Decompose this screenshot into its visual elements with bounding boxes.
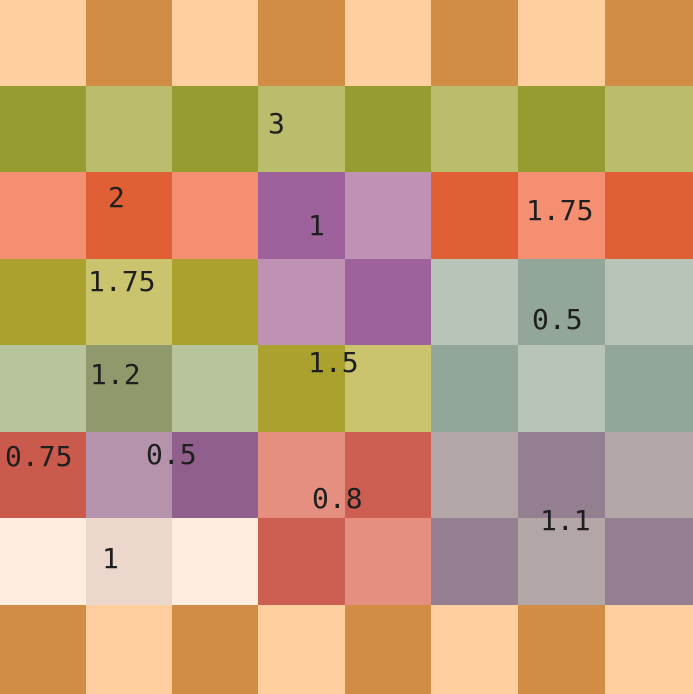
cell-value-label: 0.5 bbox=[532, 303, 583, 336]
board-cell-r2-c0[interactable] bbox=[0, 172, 86, 259]
board-cell-r0-c2[interactable] bbox=[172, 0, 258, 86]
board-cell-r3-c6[interactable] bbox=[518, 259, 605, 345]
board-cell-r1-c5[interactable] bbox=[431, 86, 518, 172]
board-cell-r3-c4[interactable] bbox=[345, 259, 431, 345]
board-cell-r6-c6[interactable] bbox=[518, 518, 605, 605]
cell-value-label: 1.2 bbox=[90, 358, 141, 391]
board-cell-r5-c4[interactable] bbox=[345, 432, 431, 518]
board-cell-r2-c7[interactable] bbox=[605, 172, 693, 259]
board-cell-r0-c5[interactable] bbox=[431, 0, 518, 86]
board-cell-r5-c3[interactable] bbox=[258, 432, 345, 518]
board-cell-r4-c0[interactable] bbox=[0, 345, 86, 432]
board-cell-r2-c6[interactable] bbox=[518, 172, 605, 259]
board-cell-r7-c6[interactable] bbox=[518, 605, 605, 694]
board-cell-r0-c4[interactable] bbox=[345, 0, 431, 86]
board-cell-r4-c4[interactable] bbox=[345, 345, 431, 432]
cell-value-label: 0.5 bbox=[146, 438, 197, 471]
board-cell-r3-c1[interactable] bbox=[86, 259, 172, 345]
board-cell-r5-c6[interactable] bbox=[518, 432, 605, 518]
board-cell-r0-c6[interactable] bbox=[518, 0, 605, 86]
cell-value-label: 1.5 bbox=[308, 346, 359, 379]
board-cell-r0-c1[interactable] bbox=[86, 0, 172, 86]
board-cell-r4-c5[interactable] bbox=[431, 345, 518, 432]
board-cell-r1-c1[interactable] bbox=[86, 86, 172, 172]
board-cell-r5-c0[interactable] bbox=[0, 432, 86, 518]
board-cell-r6-c2[interactable] bbox=[172, 518, 258, 605]
board-cell-r3-c3[interactable] bbox=[258, 259, 345, 345]
board-cell-r3-c7[interactable] bbox=[605, 259, 693, 345]
board-cell-r4-c7[interactable] bbox=[605, 345, 693, 432]
board-cell-r3-c0[interactable] bbox=[0, 259, 86, 345]
board-cell-r1-c0[interactable] bbox=[0, 86, 86, 172]
board-cell-r7-c3[interactable] bbox=[258, 605, 345, 694]
board-cell-r2-c3[interactable] bbox=[258, 172, 345, 259]
cell-value-label: 1.1 bbox=[540, 504, 591, 537]
board-cell-r7-c1[interactable] bbox=[86, 605, 172, 694]
board-cell-r7-c2[interactable] bbox=[172, 605, 258, 694]
cell-value-label: 3 bbox=[268, 107, 285, 140]
board-cell-r1-c6[interactable] bbox=[518, 86, 605, 172]
board-cell-r5-c1[interactable] bbox=[86, 432, 172, 518]
cell-value-label: 1.75 bbox=[526, 194, 594, 227]
board-cell-r2-c4[interactable] bbox=[345, 172, 431, 259]
board-cell-r5-c5[interactable] bbox=[431, 432, 518, 518]
board-cell-r6-c5[interactable] bbox=[431, 518, 518, 605]
board-cell-r6-c4[interactable] bbox=[345, 518, 431, 605]
cell-value-label: 0.8 bbox=[312, 482, 363, 515]
board-cell-r6-c3[interactable] bbox=[258, 518, 345, 605]
board-cell-r0-c3[interactable] bbox=[258, 0, 345, 86]
board-cell-r6-c0[interactable] bbox=[0, 518, 86, 605]
board-cell-r3-c5[interactable] bbox=[431, 259, 518, 345]
board-cell-r6-c1[interactable] bbox=[86, 518, 172, 605]
board-cell-r3-c2[interactable] bbox=[172, 259, 258, 345]
board-cell-r2-c1[interactable] bbox=[86, 172, 172, 259]
cell-value-label: 0.75 bbox=[5, 440, 73, 473]
board-cell-r5-c7[interactable] bbox=[605, 432, 693, 518]
board-cell-r7-c5[interactable] bbox=[431, 605, 518, 694]
board-cell-r4-c2[interactable] bbox=[172, 345, 258, 432]
board-cell-r1-c2[interactable] bbox=[172, 86, 258, 172]
board-cell-r1-c7[interactable] bbox=[605, 86, 693, 172]
board-cell-r6-c7[interactable] bbox=[605, 518, 693, 605]
board-cell-r2-c2[interactable] bbox=[172, 172, 258, 259]
board-cell-r4-c6[interactable] bbox=[518, 345, 605, 432]
board-cell-r4-c1[interactable] bbox=[86, 345, 172, 432]
cell-value-label: 1 bbox=[102, 542, 119, 575]
cell-value-label: 1 bbox=[308, 209, 325, 242]
board-cell-r1-c3[interactable] bbox=[258, 86, 345, 172]
board-cell-r7-c7[interactable] bbox=[605, 605, 693, 694]
board-cell-r7-c4[interactable] bbox=[345, 605, 431, 694]
board-cell-r4-c3[interactable] bbox=[258, 345, 345, 432]
cell-value-label: 1.75 bbox=[88, 265, 156, 298]
board-cell-r0-c7[interactable] bbox=[605, 0, 693, 86]
cell-value-label: 2 bbox=[108, 181, 125, 214]
board-cell-r0-c0[interactable] bbox=[0, 0, 86, 86]
board-cell-r2-c5[interactable] bbox=[431, 172, 518, 259]
board-cell-r7-c0[interactable] bbox=[0, 605, 86, 694]
board-cell-r1-c4[interactable] bbox=[345, 86, 431, 172]
board-cell-r5-c2[interactable] bbox=[172, 432, 258, 518]
